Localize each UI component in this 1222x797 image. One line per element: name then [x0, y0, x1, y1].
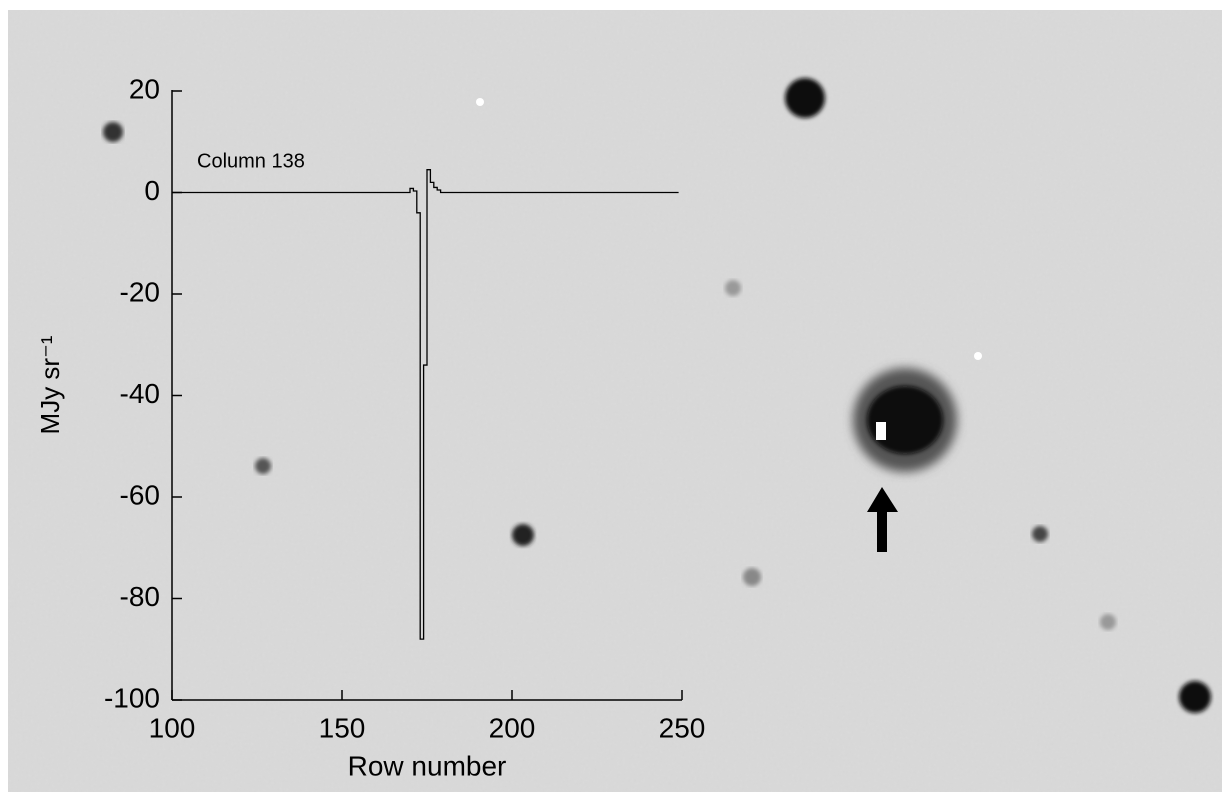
x-axis-title: Row number	[348, 750, 507, 781]
y-tick-label: -100	[104, 682, 160, 713]
annotation: Column 138	[197, 150, 305, 172]
y-tick-label: -60	[120, 479, 160, 510]
chart: Column 138 Row number MJy sr⁻¹ -100 -80 -6…	[0, 0, 1222, 792]
x-tick-label: 100	[149, 712, 196, 743]
y-tick-label: 0	[144, 175, 160, 206]
sky-image	[8, 10, 1222, 792]
x-tick-label: 200	[489, 712, 536, 743]
y-tick-label: -80	[120, 581, 160, 612]
x-tick-label: 250	[659, 712, 706, 743]
y-axis-title: MJy sr⁻¹	[35, 335, 65, 434]
y-tick-label: 20	[129, 73, 160, 104]
y-tick-label: -40	[120, 378, 160, 409]
x-tick-label: 150	[319, 712, 366, 743]
y-tick-label: -20	[120, 276, 160, 307]
